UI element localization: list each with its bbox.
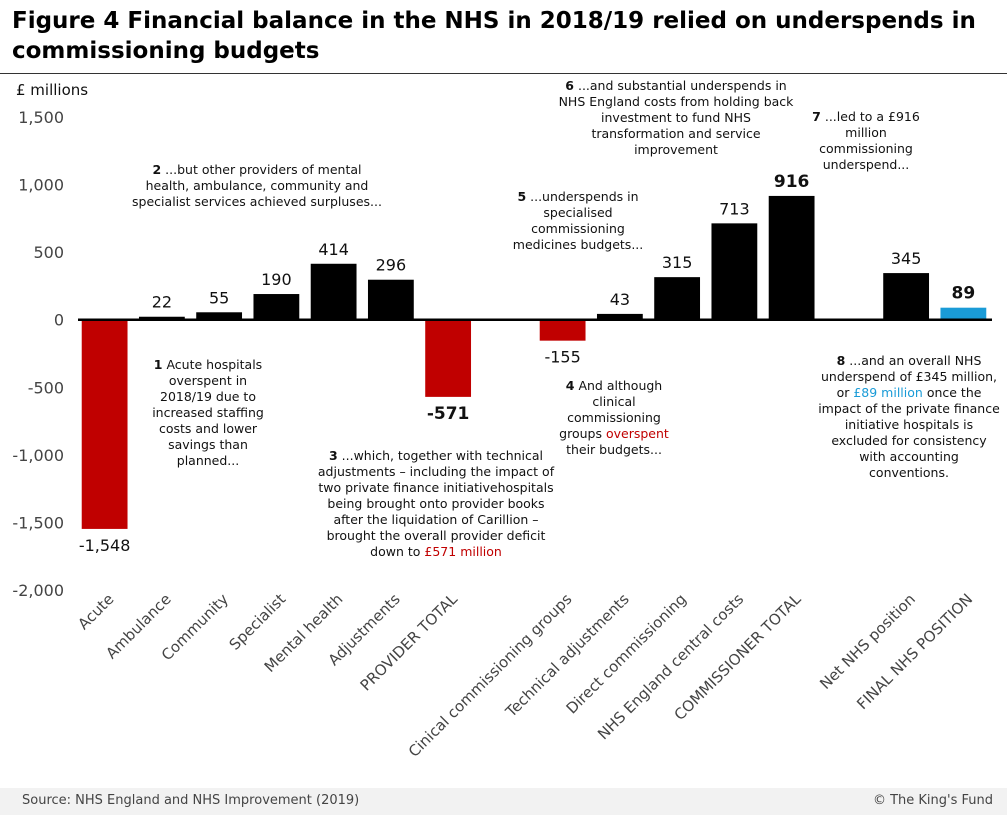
data-label-direct-commissioning: 315 — [662, 253, 693, 272]
data-label-adjustments: 296 — [376, 256, 407, 275]
x-tick-label-acute: Acute — [74, 590, 117, 633]
data-label-nhs-england-central-costs: 713 — [719, 199, 750, 218]
annotation-5-text: ...underspends in specialised commission… — [512, 189, 644, 252]
annotation-8-highlight: £89 million — [853, 385, 923, 400]
annotation-6: 6 ...and substantial underspends in NHS … — [554, 78, 798, 158]
data-label-specialist: 190 — [261, 270, 292, 289]
annotation-6-text: ...and substantial underspends in NHS En… — [558, 78, 794, 157]
bar-ambulance — [138, 316, 185, 320]
annotation-3-highlight: £571 million — [424, 544, 502, 559]
x-tick-label-net-nhs-position: Net NHS position — [816, 590, 919, 693]
data-label-commissioner-total: 916 — [774, 172, 810, 192]
data-label-technical-adjustments: 43 — [610, 290, 630, 309]
data-label-acute: -1,548 — [79, 536, 131, 555]
chart-title: Figure 4 Financial balance in the NHS in… — [12, 8, 976, 64]
annotation-1: 1 Acute hospitals overspent in 2018/19 d… — [142, 357, 274, 469]
bar-provider-total — [425, 319, 472, 397]
bar-mental-health — [310, 263, 357, 320]
annotation-4-text-after: their budgets... — [566, 442, 662, 457]
bar-final-nhs-position — [940, 307, 987, 320]
bar-commissioner-total — [768, 195, 815, 320]
annotation-3-text: ...which, together with technical adjust… — [317, 448, 555, 559]
copyright: © The King's Fund — [872, 793, 993, 808]
bar-nhs-england-central-costs — [711, 223, 758, 320]
data-label-cinical-commissioning-groups: -155 — [544, 348, 580, 367]
annotation-7: 7 ...led to a £916 million commissioning… — [802, 109, 930, 173]
data-label-community: 55 — [209, 288, 229, 307]
data-label-mental-health: 414 — [318, 240, 349, 259]
annotation-2: 2 ...but other providers of mental healt… — [132, 162, 382, 210]
data-label-net-nhs-position: 345 — [891, 249, 922, 268]
y-tick-label: 1,500 — [18, 108, 64, 127]
y-tick-label: -2,000 — [12, 581, 64, 600]
bar-community — [196, 312, 243, 320]
annotation-5-number: 5 — [517, 189, 527, 204]
annotation-8-text-before: ...and an overall NHS underspend of £345… — [821, 353, 997, 400]
annotation-4-highlight: overspent — [605, 426, 669, 441]
annotation-2-number: 2 — [152, 162, 162, 177]
annotation-3: 3 ...which, together with technical adju… — [312, 448, 560, 560]
annotation-3-number: 3 — [328, 448, 338, 463]
annotation-4: 4 And although clinical commissioning gr… — [546, 378, 682, 458]
annotation-8: 8 ...and an overall NHS underspend of £3… — [818, 353, 1000, 481]
y-tick-label: -1,000 — [12, 446, 64, 465]
bar-chart: 1,500 1,000 500 0 -500 -1,000 -1,500 -2,000 -1,… — [12, 81, 992, 761]
bar-specialist — [253, 294, 300, 320]
annotation-1-text: Acute hospitals overspent in 2018/19 due… — [152, 357, 264, 468]
title-divider — [0, 73, 1007, 74]
y-tick-label: -500 — [28, 378, 64, 397]
annotation-7-number: 7 — [812, 109, 821, 124]
annotation-1-number: 1 — [153, 357, 163, 372]
bar-cinical-commissioning-groups — [539, 319, 586, 341]
annotation-8-number: 8 — [836, 353, 846, 368]
bar-net-nhs-position — [883, 273, 930, 320]
data-label-provider-total: -571 — [427, 404, 470, 424]
bar-technical-adjustments — [596, 313, 643, 320]
annotation-2-text: ...but other providers of mental health,… — [132, 162, 382, 209]
bar-direct-commissioning — [654, 277, 701, 320]
x-tick-label-final-nhs-position: FINAL NHS POSITION — [853, 590, 976, 713]
y-tick-label: 500 — [33, 243, 64, 262]
data-label-ambulance: 22 — [152, 293, 172, 312]
x-tick-label-provider-total: PROVIDER TOTAL — [357, 590, 462, 695]
annotation-6-number: 6 — [565, 78, 574, 93]
annotation-5: 5 ...underspends in specialised commissi… — [503, 189, 653, 253]
data-label-final-nhs-position: 89 — [952, 284, 976, 304]
y-tick-label: -1,500 — [12, 513, 64, 532]
y-tick-label: 0 — [54, 311, 64, 330]
source-note: Source: NHS England and NHS Improvement … — [22, 793, 360, 808]
annotation-4-text-before: And although clinical commissioning grou… — [559, 378, 663, 441]
bar-adjustments — [367, 279, 414, 320]
y-tick-label: 1,000 — [18, 176, 64, 195]
y-axis-label: £ millions — [16, 81, 88, 99]
annotation-8-text-after: once the impact of the private finance i… — [818, 385, 1000, 480]
annotation-7-text: ...led to a £916 million commissioning u… — [819, 109, 920, 172]
footer-bar — [0, 788, 1007, 815]
annotation-4-number: 4 — [565, 378, 575, 393]
bar-acute — [81, 319, 128, 529]
